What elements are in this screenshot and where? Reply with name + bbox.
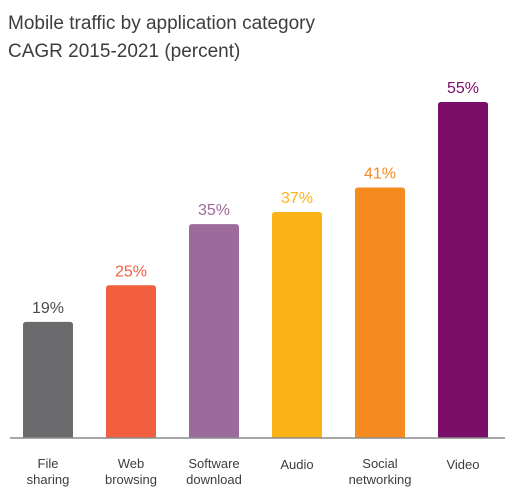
chart-title: Mobile traffic by application category: [8, 13, 315, 34]
bar: [23, 321, 73, 438]
category-label: Audio: [280, 457, 313, 472]
bars-group: [23, 102, 488, 438]
category-label: Social networking: [349, 456, 412, 487]
value-labels-group: 19% 25% 35% 37% 41% 55%: [32, 80, 479, 317]
category-labels-group: File sharing Web browsing Software download Au…: [27, 456, 480, 487]
bar: [438, 102, 488, 438]
bar-value-label: 41%: [364, 166, 396, 183]
bar-value-label: 35%: [198, 202, 230, 219]
bar: [189, 224, 239, 438]
category-label: Video: [446, 457, 479, 472]
bar-value-label: 55%: [447, 80, 479, 97]
bar-value-label: 37%: [281, 190, 313, 207]
bar-value-label: 19%: [32, 300, 64, 317]
bar-value-label: 25%: [115, 263, 147, 280]
chart-title-block: Mobile traffic by application category C…: [8, 10, 315, 66]
chart-subtitle: CAGR 2015-2021 (percent): [8, 41, 241, 62]
category-label: Web browsing: [105, 456, 157, 487]
category-label: Software download: [186, 456, 242, 487]
category-label: File sharing: [27, 456, 70, 487]
bar: [355, 187, 405, 438]
bar: [272, 211, 322, 438]
bar: [106, 285, 156, 438]
